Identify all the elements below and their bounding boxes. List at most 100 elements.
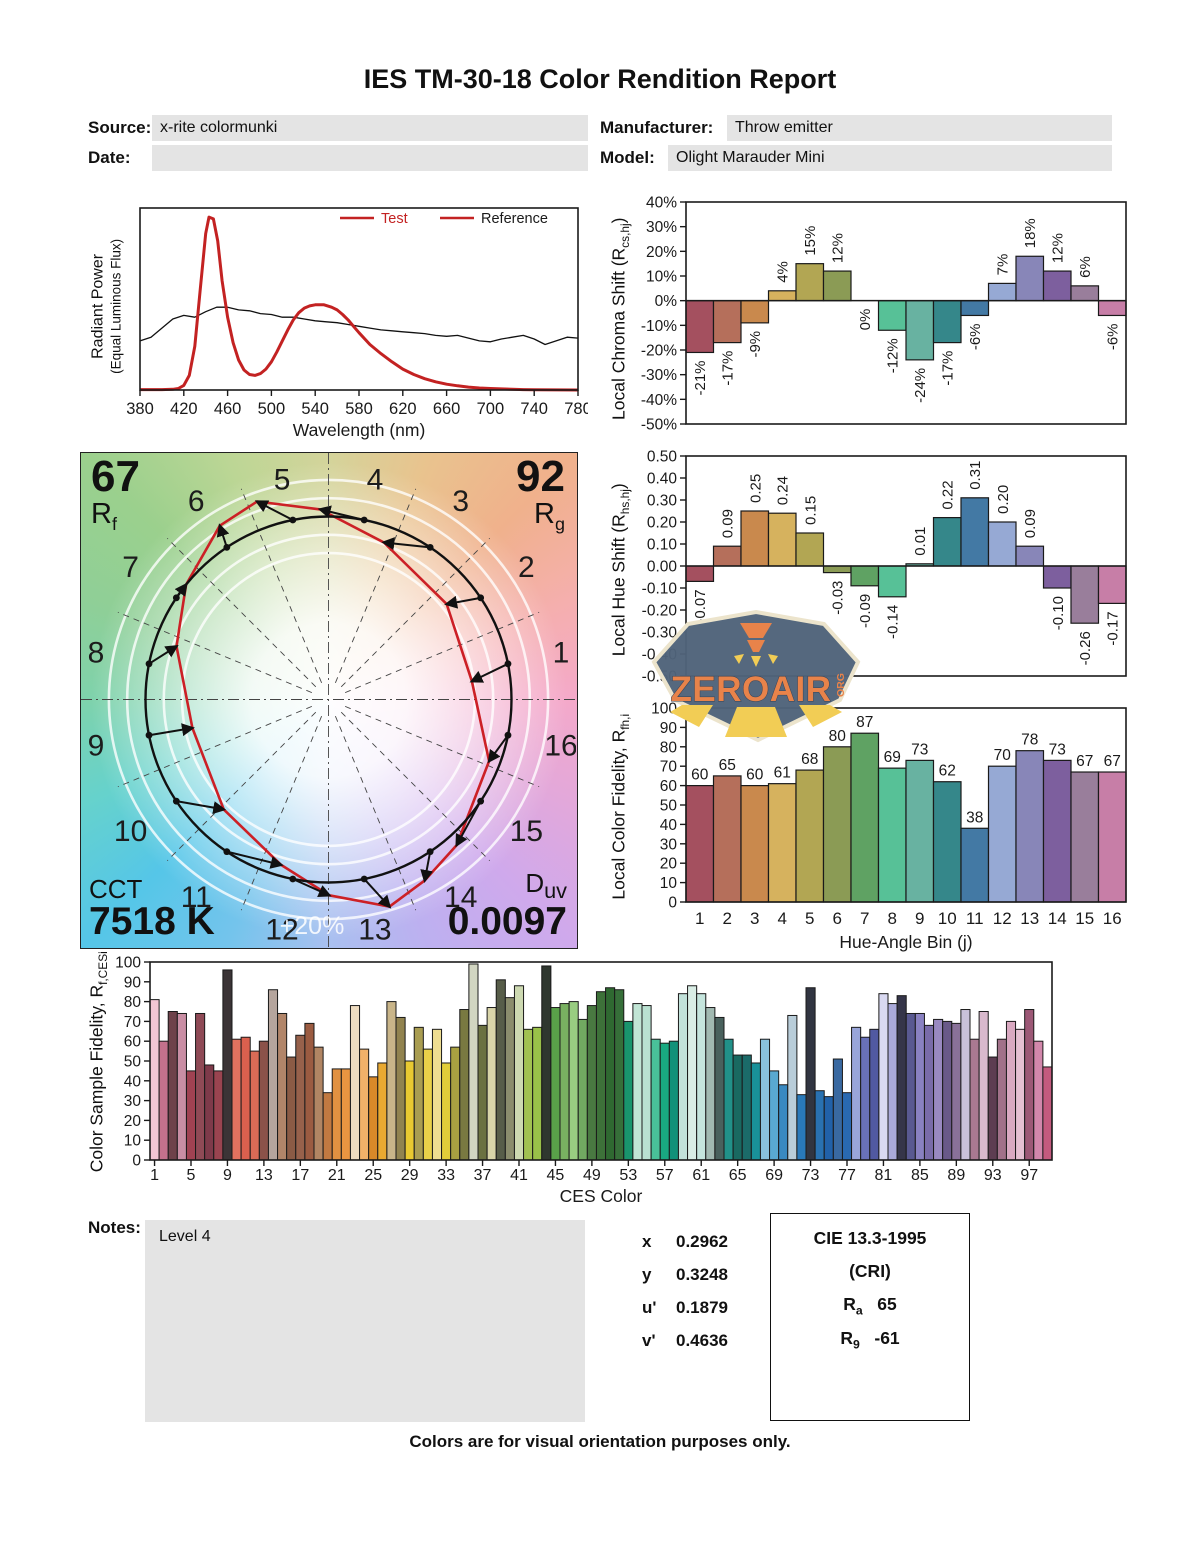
svg-text:69: 69	[765, 1167, 783, 1184]
svg-text:11: 11	[181, 881, 212, 914]
ray-left	[734, 654, 744, 664]
svg-text:1: 1	[150, 1167, 159, 1184]
svg-text:-30%: -30%	[641, 367, 677, 384]
cri-title: CIE 13.3-1995	[813, 1228, 927, 1248]
svg-text:0.10: 0.10	[647, 537, 678, 554]
svg-text:9: 9	[223, 1167, 232, 1184]
cct-readout: CCT 7518 K	[89, 873, 215, 944]
svg-text:90: 90	[124, 974, 142, 991]
footer-disclaimer: Colors are for visual orientation purpos…	[409, 1432, 791, 1451]
svg-text:87: 87	[856, 714, 873, 731]
svg-text:30%: 30%	[646, 219, 677, 236]
svg-text:Test: Test	[381, 211, 408, 227]
local-chroma-shift-chart: 40% 30% 20% 10% 0% -10% -20% -30% -40% -50% -21% -1…	[641, 195, 1127, 434]
watermark-text: ZEROAIR	[671, 670, 832, 709]
flashlight-icon	[740, 623, 772, 638]
source-label: Source:	[88, 118, 152, 137]
svg-text:73: 73	[1049, 741, 1066, 758]
svg-text:3: 3	[452, 485, 469, 518]
svg-text:Reference: Reference	[481, 211, 548, 227]
svg-text:20%: 20%	[646, 244, 677, 261]
svg-text:80: 80	[829, 728, 847, 745]
svg-text:-10%: -10%	[641, 318, 677, 335]
svg-text:0.15: 0.15	[802, 496, 819, 525]
rf-readout: 67 Rf	[91, 452, 140, 534]
svg-text:50: 50	[660, 798, 678, 815]
duv-value: 0.0097	[447, 900, 567, 944]
u-prime-label: u'	[642, 1298, 657, 1317]
notes-label: Notes:	[88, 1218, 141, 1237]
svg-text:40: 40	[124, 1073, 142, 1090]
u-prime-value: 0.1879	[676, 1298, 728, 1317]
svg-text:40%: 40%	[646, 195, 677, 212]
svg-text:45: 45	[547, 1167, 565, 1184]
svg-text:11: 11	[966, 909, 984, 928]
svg-text:700: 700	[477, 400, 505, 418]
svg-text:-24%: -24%	[912, 368, 929, 403]
svg-text:53: 53	[619, 1167, 637, 1184]
svg-text:0.22: 0.22	[940, 480, 957, 509]
svg-text:6: 6	[833, 909, 842, 928]
svg-text:97: 97	[1020, 1167, 1038, 1184]
zeroair-watermark-logo: ZEROAIR ORG	[651, 609, 861, 743]
svg-text:21: 21	[328, 1167, 346, 1184]
svg-text:60: 60	[660, 778, 678, 795]
svg-text:78: 78	[1021, 732, 1038, 749]
svg-text:-0.10: -0.10	[1050, 596, 1067, 630]
svg-text:580: 580	[345, 400, 373, 418]
svg-text:41: 41	[510, 1167, 528, 1184]
svg-text:0.50: 0.50	[647, 449, 678, 466]
svg-text:60: 60	[746, 767, 764, 784]
svg-text:-6%: -6%	[1105, 323, 1122, 350]
ra-row: Ra 65	[843, 1294, 897, 1318]
svg-text:7: 7	[122, 551, 139, 584]
svg-text:50: 50	[124, 1054, 142, 1071]
svg-text:70: 70	[124, 1014, 142, 1031]
beam-right	[799, 705, 842, 727]
svg-text:-0.14: -0.14	[885, 605, 902, 639]
svg-text:29: 29	[401, 1167, 419, 1184]
svg-text:0.24: 0.24	[775, 476, 792, 505]
local-color-fidelity-chart: 1009080706050403020100601652603614685806…	[651, 701, 1127, 952]
beam-center	[725, 707, 787, 737]
svg-text:-0.17: -0.17	[1105, 611, 1122, 645]
svg-text:5: 5	[274, 464, 291, 497]
svg-text:60: 60	[124, 1034, 142, 1051]
svg-text:15: 15	[510, 815, 543, 848]
svg-text:0.01: 0.01	[912, 527, 929, 556]
svg-text:30: 30	[660, 836, 678, 853]
svg-text:16: 16	[544, 729, 576, 762]
svg-text:660: 660	[433, 400, 461, 418]
spd-y-axis-label: Radiant Power (Equal Luminous Flux)	[89, 238, 124, 374]
svg-text:8: 8	[88, 637, 105, 670]
svg-text:780: 780	[564, 400, 588, 418]
svg-text:20: 20	[660, 856, 678, 873]
svg-text:2: 2	[723, 909, 732, 928]
svg-text:6: 6	[188, 485, 205, 518]
svg-text:12: 12	[993, 909, 1012, 928]
svg-text:-17%: -17%	[720, 351, 737, 386]
svg-text:5: 5	[805, 909, 814, 928]
svg-text:13: 13	[358, 914, 391, 947]
svg-text:33: 33	[437, 1167, 455, 1184]
svg-text:13: 13	[255, 1167, 273, 1184]
manufacturer-label: Manufacturer:	[600, 118, 714, 137]
svg-text:-40%: -40%	[641, 392, 677, 409]
svg-text:0.31: 0.31	[967, 461, 984, 490]
svg-text:0%: 0%	[857, 309, 874, 331]
svg-text:77: 77	[838, 1167, 856, 1184]
svg-text:10: 10	[660, 875, 678, 892]
flashlight-body	[747, 640, 765, 652]
r9-row: R9 -61	[840, 1327, 900, 1352]
svg-text:420: 420	[170, 400, 198, 418]
y-label: y	[642, 1265, 652, 1284]
rg-value: 92	[516, 452, 565, 501]
svg-text:4: 4	[367, 464, 384, 497]
svg-text:5: 5	[187, 1167, 196, 1184]
svg-text:12%: 12%	[830, 233, 847, 263]
svg-text:70: 70	[994, 747, 1012, 764]
svg-text:0.09: 0.09	[1022, 509, 1039, 538]
svg-text:60: 60	[691, 767, 709, 784]
cri-box: CIE 13.3-1995 (CRI) Ra 65 R9 -61	[770, 1213, 970, 1421]
